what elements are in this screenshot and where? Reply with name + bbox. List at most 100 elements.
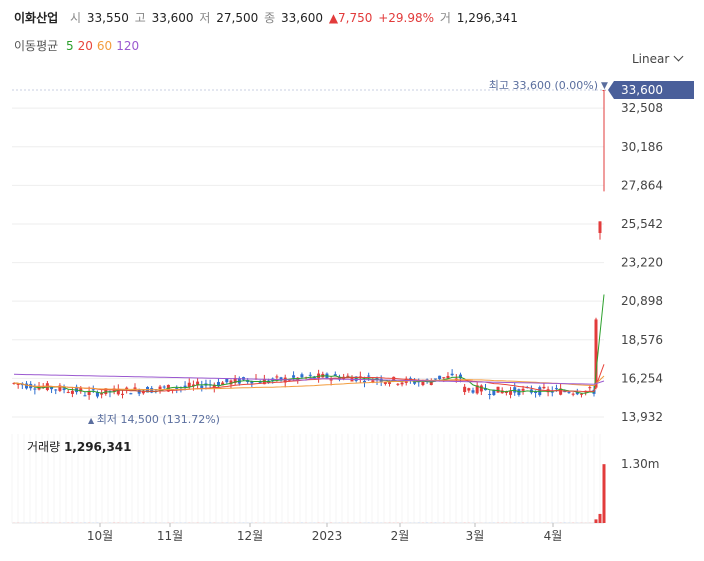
candle-body [367, 375, 371, 377]
ma-period-20[interactable]: 20 [77, 39, 93, 53]
volume-bar [594, 519, 598, 523]
current-price-tag [608, 81, 694, 99]
volume-bar [442, 522, 445, 523]
candle-body [175, 388, 179, 390]
volume-bar [598, 513, 602, 523]
candle-body [275, 376, 279, 378]
candle-body [287, 380, 291, 382]
change-value: ▲7,750 [328, 11, 373, 25]
candle-body [54, 389, 58, 391]
volume-bar [255, 522, 258, 523]
candle-body [579, 393, 583, 395]
volume-bar [522, 522, 525, 523]
candle-body [400, 382, 404, 385]
candle-body [438, 375, 442, 380]
candle-body [484, 388, 488, 391]
candle-body [116, 388, 120, 395]
volume-value: 1,296,341 [456, 11, 518, 25]
volume-bar [171, 522, 174, 523]
candle-body [229, 380, 233, 385]
candle-body [258, 382, 262, 384]
y-tick-label: 16,254 [621, 371, 663, 385]
candle-body [83, 395, 87, 397]
candle-body [33, 388, 37, 390]
ma-period-120[interactable]: 120 [116, 39, 140, 53]
candle-body [354, 376, 358, 381]
ma-period-5[interactable]: 5 [66, 39, 74, 53]
volume-bar [434, 522, 437, 523]
volume-bar [209, 522, 212, 523]
x-tick-label: 4월 [544, 529, 563, 543]
volume-bar [559, 522, 562, 523]
up-arrow-icon: ▲ [88, 416, 97, 425]
y-tick-label: 23,220 [621, 256, 663, 270]
candle-body [104, 388, 108, 394]
volume-bar [497, 522, 500, 523]
candle-body [66, 391, 70, 393]
volume-bar [167, 522, 170, 523]
candle-body [58, 385, 62, 391]
change-percent: +29.98% [378, 11, 435, 25]
candle-body [212, 384, 216, 388]
low-label: 저 [199, 11, 211, 25]
volume-bar [367, 522, 370, 523]
volume-bar [42, 522, 45, 523]
volume-bar [538, 522, 541, 523]
candle-body [162, 386, 166, 388]
volume-bar [175, 522, 178, 523]
candle-body [413, 381, 417, 384]
scale-selector[interactable]: Linear [632, 51, 684, 66]
price-header: 이화산업 시 33,550 고 33,600 저 27,500 종 33,600… [14, 9, 520, 26]
candle-body [75, 386, 79, 393]
candle-body [509, 390, 513, 395]
x-tick-label: 2023 [312, 529, 343, 543]
stock-name: 이화산업 [14, 11, 59, 25]
candle-body [16, 383, 20, 385]
volume-label: 거 [439, 11, 451, 25]
moving-average-legend[interactable]: 이동평균 5 20 60 120 [14, 37, 143, 54]
candle-body [575, 392, 579, 395]
high-annotation: 최고 33,600 (0.00%) [489, 79, 598, 92]
candle-body [120, 393, 124, 395]
down-arrow-icon: ▼ [601, 81, 608, 91]
candle-body [191, 384, 195, 387]
volume-bar [317, 522, 320, 523]
volume-bar [83, 522, 86, 523]
ma-line-5 [13, 294, 605, 394]
volume-bar [602, 464, 606, 523]
volume-bar [71, 522, 74, 523]
candle-body [534, 391, 538, 394]
volume-bar [463, 522, 466, 523]
x-tick-label: 10월 [87, 529, 113, 543]
candle-body [50, 387, 54, 390]
y-tick-label: 27,864 [621, 178, 663, 192]
high-label: 고 [134, 11, 146, 25]
candle-body [421, 381, 425, 386]
candle-body [125, 387, 129, 390]
open-label: 시 [70, 11, 82, 25]
candle-body [100, 393, 104, 395]
volume-bar [338, 522, 341, 523]
candle-body [141, 390, 145, 394]
candle-body [429, 382, 433, 386]
candle-body [216, 381, 220, 387]
candle-body [250, 380, 254, 384]
candle-body [12, 382, 16, 384]
current-price-label: 33,600 [621, 83, 663, 97]
candle-body [237, 378, 241, 384]
candle-body [571, 393, 575, 395]
volume-bar [392, 522, 395, 523]
candle-body [87, 390, 91, 395]
ma-period-60[interactable]: 60 [96, 39, 113, 53]
y-tick-label: 20,898 [621, 294, 663, 308]
volume-value: 1,296,341 [64, 440, 132, 454]
candle-body [433, 378, 437, 380]
candle-body [95, 392, 99, 397]
candle-body [133, 387, 137, 390]
open-value: 33,550 [86, 11, 129, 25]
candle-body [371, 380, 375, 383]
candle-body [333, 374, 337, 376]
volume-bar [242, 522, 245, 523]
volume-bar [572, 522, 575, 523]
